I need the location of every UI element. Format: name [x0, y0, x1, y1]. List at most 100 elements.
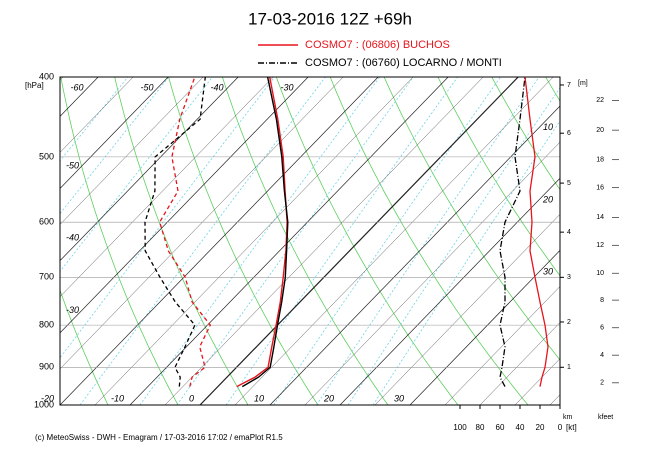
- km-tick-label: 7: [567, 82, 571, 89]
- dry-adiabat: [383, 77, 560, 361]
- wind-tick-label: 40: [516, 423, 525, 432]
- grid: [0, 77, 650, 405]
- x-tick-label: -50: [66, 161, 79, 171]
- legend-label: COSMO7 : (06806) BUCHOS: [305, 39, 450, 51]
- dewpoint-line: [158, 77, 212, 387]
- mixing-ratio-line: [273, 77, 501, 405]
- wind-axis-label: [kt]: [566, 423, 577, 432]
- kfeet-tick-label: 16: [596, 185, 604, 192]
- grid-line: [409, 249, 560, 405]
- km-tick-label: 6: [567, 130, 571, 137]
- isotherm: [0, 77, 28, 405]
- x-tick-label: 10: [254, 393, 264, 403]
- isotherm: [234, 77, 554, 405]
- wind-tick-label: 60: [496, 423, 505, 432]
- grid-line: [60, 77, 169, 190]
- y-tick-label: 800: [39, 319, 54, 329]
- grid-line: [60, 77, 239, 262]
- kfeet-tick-label: 4: [600, 352, 604, 359]
- y-tick-label: 1000: [34, 399, 54, 409]
- kfeet-tick-label: 20: [596, 127, 604, 134]
- km-header: [m]: [578, 80, 588, 87]
- x-tick-label: -40: [66, 233, 79, 243]
- grid-line: [129, 77, 449, 405]
- y-axis-label: [hPa]: [25, 81, 44, 90]
- km-tick-label: 3: [567, 274, 571, 281]
- km-footer: km: [563, 414, 573, 421]
- mixing-ratio-line: [139, 77, 381, 405]
- temperature-line: [236, 77, 288, 388]
- wind-tick-label: 0: [558, 423, 563, 432]
- annotation: 20: [542, 194, 553, 204]
- kfeet-tick-label: 12: [596, 242, 604, 249]
- mixing-ratio-line: [60, 77, 213, 273]
- kfeet-tick-label: 10: [596, 270, 604, 277]
- x-tick-label: -40: [210, 82, 223, 92]
- legend-label: COSMO7 : (06760) LOCARNO / MONTI: [305, 57, 502, 69]
- grid-line: [60, 77, 379, 405]
- isotherm: [60, 77, 344, 370]
- x-tick-label: 30: [394, 393, 404, 403]
- isotherm: [60, 77, 274, 298]
- x-tick-label: -10: [111, 393, 124, 403]
- kfeet-tick-label: 14: [596, 214, 604, 221]
- annotation: 10: [543, 122, 553, 132]
- credit: (c) MeteoSwiss - DWH - Emagram / 17-03-2…: [35, 433, 283, 442]
- isotherm: [620, 77, 650, 405]
- wind-speed-line: [524, 76, 549, 387]
- isotherm: [304, 141, 560, 405]
- isotherm: [374, 213, 560, 405]
- grid-line: [60, 77, 309, 334]
- dry-adiabat: [275, 77, 459, 405]
- mixing-ratio-line: [60, 77, 170, 215]
- x-tick-label: -30: [280, 82, 293, 92]
- y-tick-label: 500: [39, 151, 54, 161]
- isotherm: [60, 77, 134, 153]
- x-tick-label: 0: [189, 393, 194, 403]
- wind-tick-label: 20: [536, 423, 545, 432]
- x-tick-label: -30: [66, 305, 79, 315]
- mixing-ratio-line: [60, 77, 129, 162]
- dry-adiabat: [491, 77, 560, 191]
- x-tick-label: -50: [140, 82, 153, 92]
- isotherm: [164, 77, 484, 405]
- isotherm: [94, 77, 414, 405]
- grid-line: [60, 77, 99, 117]
- km-tick-label: 4: [567, 229, 571, 236]
- kfeet-footer: kfeet: [598, 414, 613, 421]
- dewpoint-line: [144, 77, 206, 387]
- annotation: 30: [543, 267, 553, 277]
- dry-adiabat: [60, 289, 109, 405]
- isotherm: [479, 322, 560, 405]
- km-tick-label: 1: [567, 364, 571, 371]
- y-tick-label: 400: [39, 71, 54, 81]
- grid-line: [199, 77, 519, 405]
- grid-line: [269, 105, 560, 405]
- wind-tick-label: 80: [476, 423, 485, 432]
- x-tick-label: -20: [41, 393, 54, 403]
- km-tick-label: 2: [567, 319, 571, 326]
- isotherm: [585, 77, 650, 405]
- isotherm: [444, 286, 560, 405]
- temperature-line: [241, 77, 289, 388]
- y-tick-label: 900: [39, 362, 54, 372]
- chart-title: 17-03-2016 12Z +69h: [248, 9, 412, 28]
- mixing-ratio-line: [372, 120, 560, 405]
- x-tick-label: -60: [70, 82, 83, 92]
- y-tick-label: 700: [39, 272, 54, 282]
- kfeet-tick-label: 2: [600, 380, 604, 387]
- wind-speed-line: [499, 76, 526, 387]
- dry-adiabat: [0, 77, 38, 405]
- wind-tick-label: 100: [453, 423, 467, 432]
- kfeet-tick-label: 8: [600, 297, 604, 304]
- y-tick-label: 600: [39, 217, 54, 227]
- x-tick-label: 20: [323, 393, 334, 403]
- plot-frame: [59, 76, 561, 406]
- km-tick-label: 5: [567, 180, 571, 187]
- grid-line: [339, 177, 560, 405]
- kfeet-tick-label: 22: [596, 97, 604, 104]
- isotherm: [60, 77, 204, 225]
- kfeet-tick-label: 18: [596, 157, 604, 164]
- isotherm: [60, 77, 64, 81]
